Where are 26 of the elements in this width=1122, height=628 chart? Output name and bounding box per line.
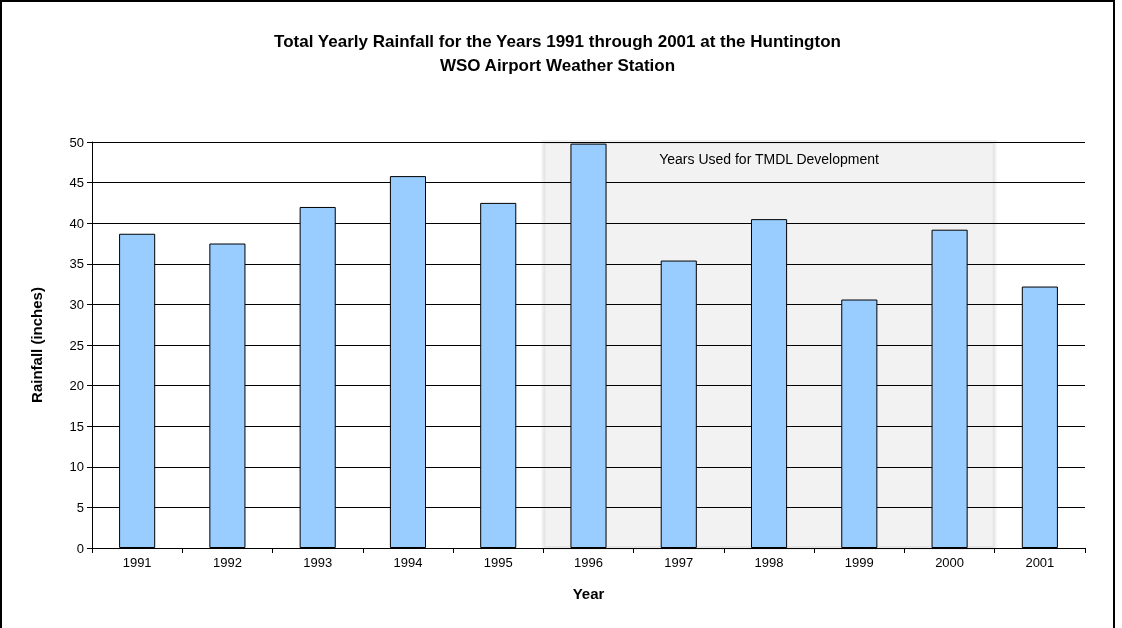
y-tick-label: 10 [69, 459, 84, 475]
chart-title: Total Yearly Rainfall for the Years 1991 through 2001 at the Huntington WSO Airport Weather Station [274, 31, 841, 75]
y-tick-label: 50 [69, 134, 84, 150]
x-tick-label: 1998 [754, 555, 784, 570]
y-axis-title: Rainfall (inches) [28, 287, 45, 403]
x-tick-label: 1991 [122, 555, 152, 570]
y-tick-label: 30 [69, 296, 84, 312]
band-label: Years Used for TMDL Development [659, 151, 879, 167]
x-tick-label: 1993 [303, 555, 333, 570]
y-tick-label: 35 [69, 256, 84, 272]
y-tick-label: 15 [69, 418, 84, 434]
x-tick-label: 1994 [393, 555, 423, 570]
x-tick-label: 2000 [935, 555, 965, 570]
y-tick-label: 5 [76, 499, 84, 515]
x-tick-label: 1992 [212, 555, 242, 570]
y-tick-label: 45 [69, 175, 84, 191]
y-tick-label: 20 [69, 378, 84, 394]
x-tick-label: 1996 [574, 555, 603, 570]
x-tick-label: 2001 [1025, 555, 1055, 570]
x-tick-label: 1999 [844, 555, 874, 570]
x-tick-label: 1997 [664, 555, 694, 570]
x-axis-title: Year [572, 585, 605, 602]
x-tick-label: 1995 [483, 555, 513, 570]
y-tick-label: 0 [76, 540, 84, 556]
y-tick-label: 40 [69, 215, 84, 231]
y-tick-label: 25 [69, 337, 84, 353]
